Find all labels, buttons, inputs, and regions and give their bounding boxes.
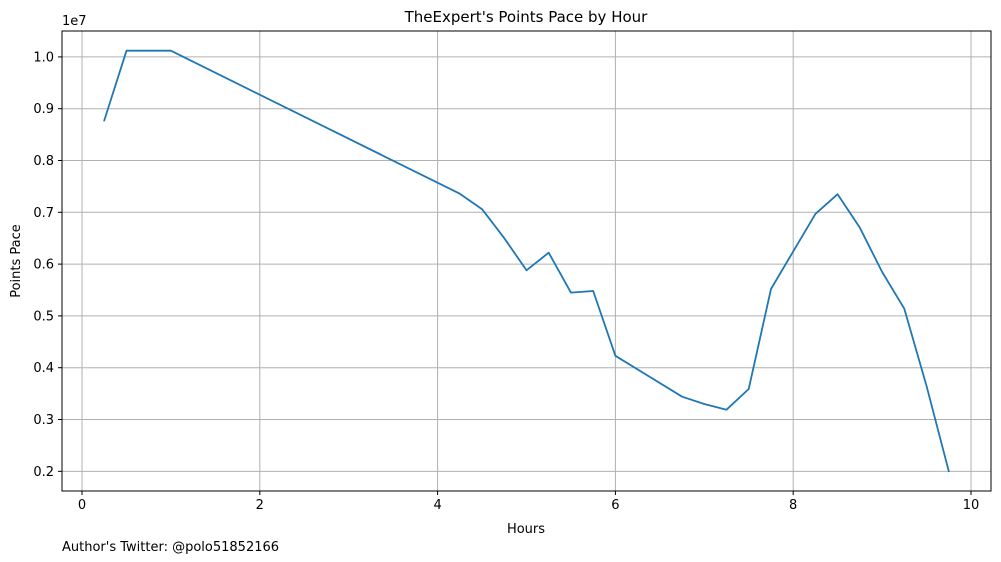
y-tick-label: 0.2: [33, 465, 54, 480]
plot-layer: [103, 49, 950, 473]
axes-frame: [61, 30, 992, 492]
y-tick-label: 1.0: [33, 50, 54, 65]
tick-layer: 0 2 4 6 8 10 0.2 0.3 0.4 0.5 0.6 0.7 0.8 0.9 1.0: [33, 50, 979, 513]
x-tick-label: 0: [78, 498, 86, 513]
x-tick-label: 2: [256, 498, 264, 513]
x-axis-label: Hours: [507, 522, 545, 537]
y-tick-label: 0.9: [33, 102, 54, 117]
y-axis-label: Points Pace: [9, 224, 24, 298]
x-tick-label: 4: [433, 498, 441, 513]
x-tick-label: 8: [789, 498, 797, 513]
y-tick-label: 0.8: [33, 154, 54, 169]
y-tick-label: 0.7: [33, 206, 54, 221]
y-tick-label: 0.5: [33, 309, 54, 324]
series-line: [103, 49, 950, 473]
grid-layer: [62, 31, 991, 491]
x-tick-label: 6: [611, 498, 619, 513]
x-tick-label: 10: [963, 498, 980, 513]
y-offset-label: 1e7: [62, 14, 87, 29]
y-tick-label: 0.3: [33, 413, 54, 428]
author-twitter-credit: Author's Twitter: @polo51852166: [62, 540, 279, 555]
y-tick-label: 0.6: [33, 258, 54, 273]
chart-title: TheExpert's Points Pace by Hour: [404, 8, 649, 26]
y-tick-label: 0.4: [33, 361, 54, 376]
